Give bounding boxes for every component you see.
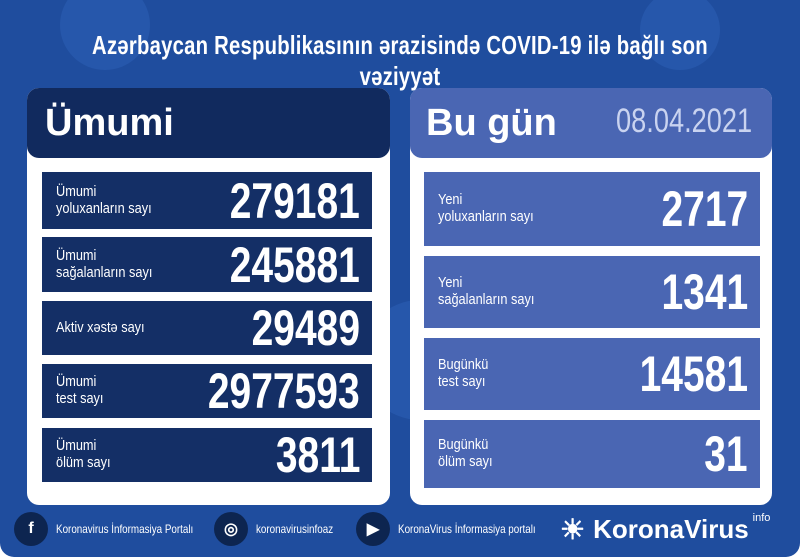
stat-row: Bugünkü test sayı 14581 [424,338,760,410]
stat-value: 279181 [229,172,360,229]
logo-text: KoronaVirus [593,513,749,544]
stat-label: Aktiv xəstə sayı [56,319,145,336]
stat-label: Ümumi test sayı [56,373,104,407]
stat-value: 29489 [251,300,360,356]
koronavirus-logo: ☀ KoronaVirus info [560,512,770,546]
total-panel: Ümumi Ümumi yoluxanların sayı 279181 Ümumi s… [27,88,390,505]
page-title: Azərbaycan Respublikasının ərazisində CO… [92,30,708,91]
youtube-label: KoronaVirus İnformasiya portalı [398,522,536,536]
stat-row: Ümumi test sayı 2977593 [42,363,372,419]
stat-label: Bugünkü ölüm sayı [438,436,493,470]
stat-row: Ümumi ölüm sayı 3811 [42,427,372,483]
stat-row: Yeni sağalanların sayı 1341 [424,256,760,328]
total-header: Ümumi [27,88,390,158]
youtube-link[interactable]: ▶ KoronaVirus İnformasiya portalı [356,512,566,546]
footer: f Koronavirus İnformasiya Portalı ◎ korona… [0,512,800,548]
today-heading: Bu gün [426,102,557,144]
instagram-label: koronavirusinfoaz [256,522,334,536]
stat-row: Aktiv xəstə sayı 29489 [42,300,372,356]
stat-value: 2977593 [208,363,360,419]
today-header: Bu gün 08.04.2021 [410,88,772,158]
stat-label: Ümumi sağalanların sayı [56,246,153,281]
stat-value: 1341 [661,264,748,320]
stat-row: Bugünkü ölüm sayı 31 [424,420,760,488]
stat-value: 2717 [661,181,748,237]
stat-value: 3811 [275,427,360,483]
sun-icon: ☀ [560,513,586,545]
total-heading: Ümumi [45,102,174,144]
stat-label: Yeni yoluxanların sayı [438,191,534,225]
stat-label: Bugünkü test sayı [438,356,489,390]
stat-value: 14581 [639,346,748,402]
instagram-link[interactable]: ◎ koronavirusinfoaz [214,512,350,546]
today-date: 08.04.2021 [615,102,752,140]
stat-label: Yeni sağalanların sayı [438,274,535,308]
facebook-link[interactable]: f Koronavirus İnformasiya Portalı [14,512,223,546]
facebook-label: Koronavirus İnformasiya Portalı [56,522,194,536]
youtube-icon: ▶ [356,512,390,546]
facebook-icon: f [14,512,48,546]
stat-row: Ümumi yoluxanların sayı 279181 [42,172,372,229]
stat-label: Ümumi yoluxanların sayı [56,182,152,217]
instagram-icon: ◎ [214,512,248,546]
logo-sup: info [752,512,771,524]
stat-row: Yeni yoluxanların sayı 2717 [424,172,760,246]
stat-value: 245881 [229,236,360,293]
stat-label: Ümumi ölüm sayı [56,437,111,471]
today-panel: Bu gün 08.04.2021 Yeni yoluxanların sayı 2… [410,88,772,505]
virus-decoration-icon [640,0,720,70]
virus-decoration-icon [60,0,150,70]
stat-value: 31 [704,426,748,482]
stat-row: Ümumi sağalanların sayı 245881 [42,236,372,293]
